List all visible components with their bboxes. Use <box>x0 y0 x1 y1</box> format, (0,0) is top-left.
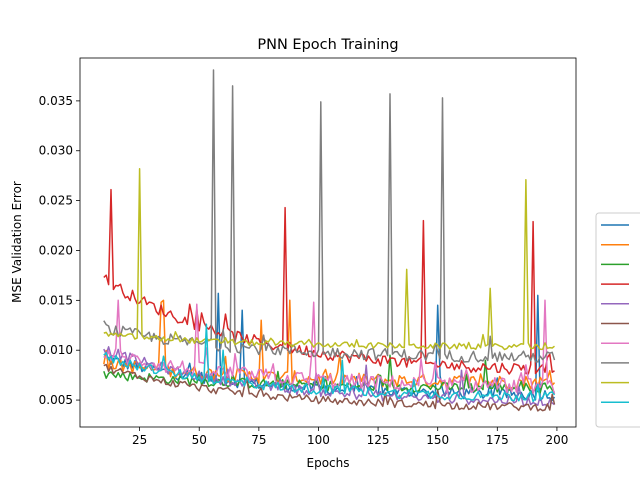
legend <box>595 212 640 428</box>
chart-title: PNN Epoch Training <box>257 37 398 53</box>
y-tick-label: 0.010 <box>39 343 73 357</box>
x-tick-label: 125 <box>367 433 390 447</box>
x-tick-label: 175 <box>486 433 509 447</box>
series-line-7 <box>103 299 556 395</box>
y-tick-label: 0.005 <box>39 393 73 407</box>
legend-frame <box>595 212 640 428</box>
plot-lines <box>103 69 556 412</box>
y-tick-label: 0.030 <box>39 144 73 158</box>
x-tick-label: 200 <box>545 433 568 447</box>
x-tick-label: 100 <box>307 433 330 447</box>
y-tick-label: 0.015 <box>39 293 73 307</box>
x-axis-label: Epochs <box>307 456 350 470</box>
y-tick-label: 0.025 <box>39 194 73 208</box>
series-line-8 <box>103 69 556 363</box>
x-tick-label: 150 <box>426 433 449 447</box>
x-tick-label: 25 <box>132 433 147 447</box>
series-line-6 <box>103 363 556 412</box>
y-axis-label: MSE Validation Error <box>10 181 24 303</box>
y-tick-label: 0.035 <box>39 94 73 108</box>
series-line-9 <box>103 167 555 351</box>
x-tick-label: 75 <box>251 433 266 447</box>
y-axis: 0.005 0.010 0.015 0.020 0.025 0.030 0.035 <box>39 94 80 407</box>
y-tick-label: 0.020 <box>39 243 73 257</box>
x-tick-label: 50 <box>192 433 207 447</box>
series-line-10 <box>103 323 556 403</box>
plot-frame <box>79 57 577 428</box>
series-line-4 <box>103 188 555 375</box>
x-axis: 25 50 75 100 125 150 175 200 <box>132 427 568 447</box>
